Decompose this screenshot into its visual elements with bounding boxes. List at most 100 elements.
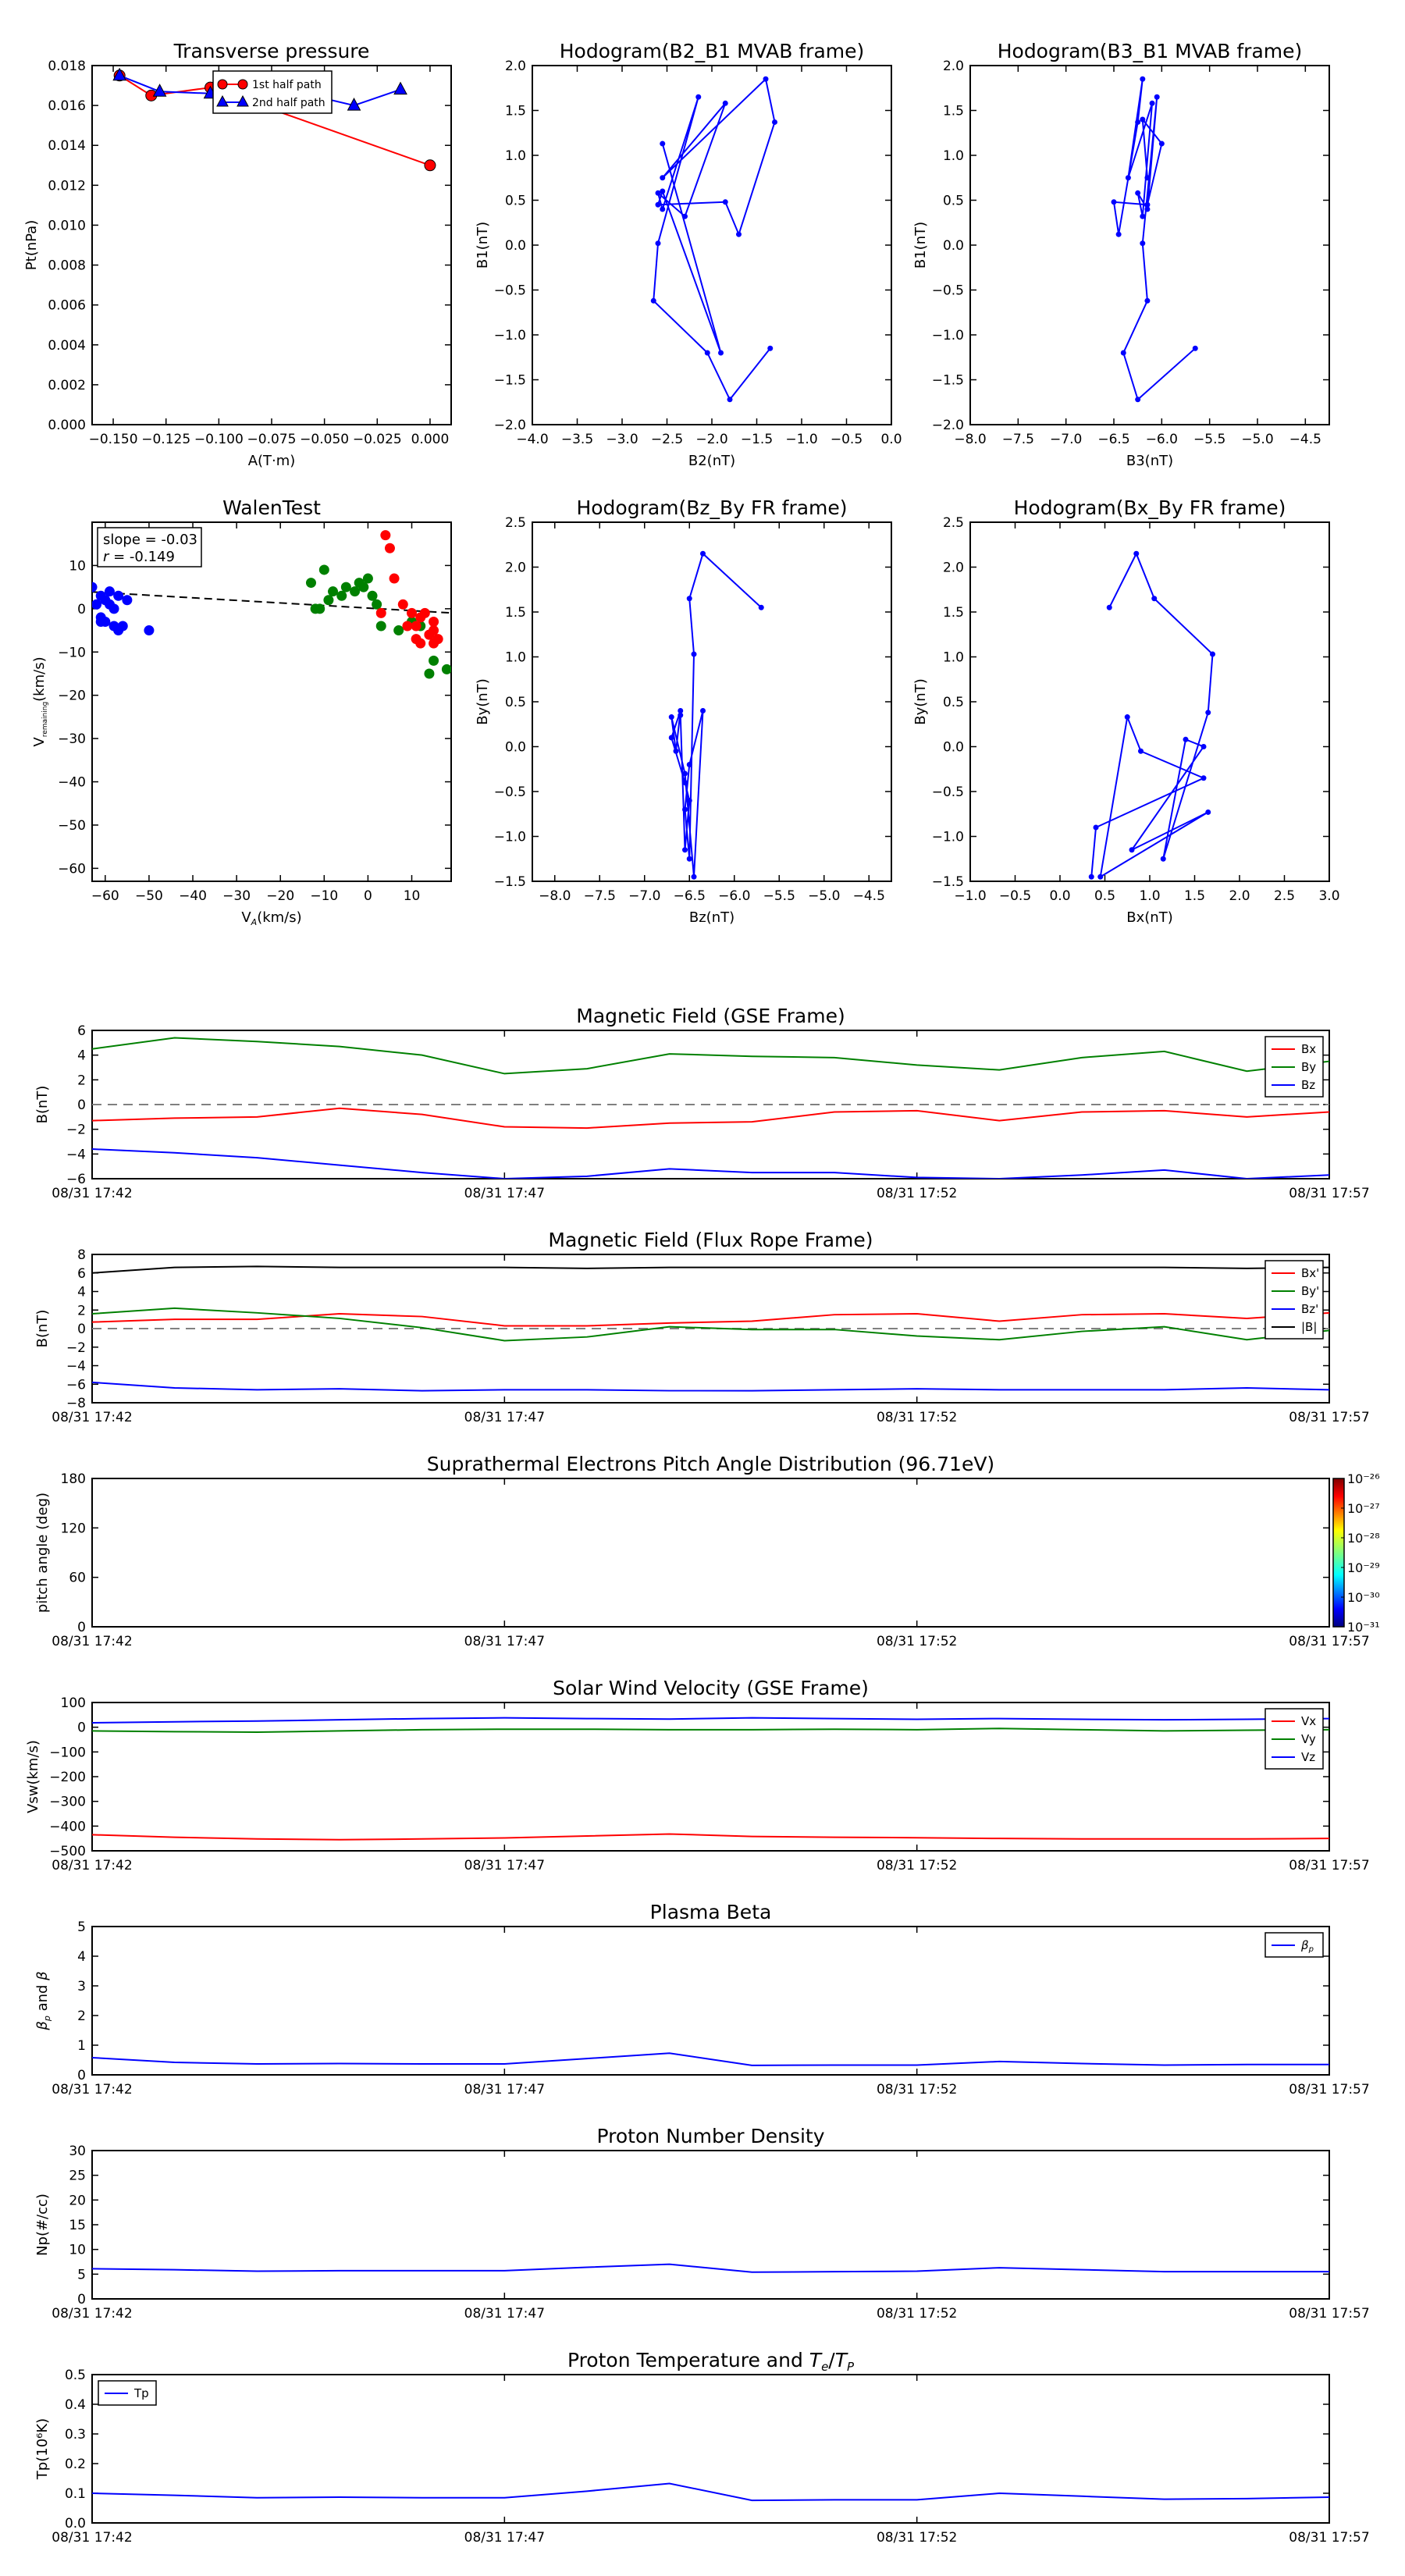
data-point [682,770,688,777]
x-tick-label: 10 [404,888,421,904]
x-tick-label: 08/31 17:52 [877,2530,957,2546]
x-tick-label: 08/31 17:57 [1289,2530,1369,2546]
y-tick-label: 0.5 [943,194,964,209]
data-point [660,175,666,181]
chart-title: Magnetic Field (GSE Frame) [576,1005,845,1027]
y-tick-label: 20 [69,2193,86,2208]
plot-area [668,550,764,880]
y-tick-label: −100 [49,1745,86,1760]
x-tick-label: −8.0 [954,432,986,447]
x-tick-label: 08/31 17:52 [877,1410,957,1425]
legend-label: |B| [1301,1320,1317,1334]
x-tick-label: −5.5 [1193,432,1225,447]
y-tick-label: −6 [66,1377,86,1393]
fit-line [92,591,451,614]
data-point [686,798,692,803]
y-tick-label: −400 [49,1819,86,1834]
y-tick-label: −4 [66,1359,86,1375]
data-point [424,668,435,679]
y-tick-label: 2 [77,1303,86,1318]
data-point [700,550,706,557]
legend-label: Bz [1301,1078,1315,1092]
y-tick-label: −2 [66,1123,86,1138]
data-point [144,625,155,636]
data-point [347,98,361,111]
chart-bfr: Magnetic Field (Flux Rope Frame) 08/31 17… [34,1229,1370,1425]
x-tick-label: −0.125 [141,432,190,447]
data-point [1160,856,1166,862]
x-tick-label: −4.5 [853,888,885,904]
data-point [1111,199,1117,205]
data-point [673,748,679,754]
y-axis-label: Tp(10⁶K) [34,2418,51,2480]
data-point [1135,119,1141,125]
x-tick-label: 08/31 17:52 [877,1186,957,1201]
y-tick-label: 15 [69,2218,86,2233]
y-tick-label: 0.012 [48,178,86,194]
x-tick-label: −6.5 [674,888,706,904]
x-tick-label: 08/31 17:52 [877,1858,957,1873]
data-point [323,595,334,606]
x-tick-label: 08/31 17:57 [1289,1858,1369,1873]
data-point [1158,141,1165,147]
y-tick-label: −50 [58,818,86,834]
y-tick-label: −4 [66,1147,86,1162]
data-point [1115,231,1122,237]
data-point [695,94,702,100]
y-tick-label: 1.5 [505,605,526,621]
chart-h2: Hodogram(B3_B1 MVAB frame) −8.0 −7.5 −7.0 −6… [912,40,1330,469]
x-tick-label: −2.5 [651,432,683,447]
annotation-r: r = -0.149 [103,549,175,565]
x-tick-label: −4.5 [1289,432,1321,447]
series-line [92,1307,1329,1342]
data-point [411,621,422,632]
y-tick-label: 10 [69,558,86,574]
chart-np: Proton Number Density 08/31 17:42 08/31 17… [34,2125,1370,2322]
data-point [1124,714,1130,720]
y-tick-label: −10 [58,645,86,660]
data-point [704,350,710,356]
data-point [340,582,351,592]
x-tick-label: 08/31 17:47 [464,2082,545,2097]
x-tick-label: −5.0 [808,888,840,904]
chart-pad: Suprathermal Electrons Pitch Angle Distr… [34,1453,1380,1649]
data-point [375,621,386,632]
legend-box [212,70,333,114]
x-tick-label: −10 [310,888,338,904]
data-point [92,599,102,610]
chart-title: Proton Number Density [597,2125,825,2147]
plot-area [92,2263,1329,2273]
y-tick-label: 0.016 [48,98,86,114]
y-tick-label: 0.002 [48,378,86,393]
data-point [424,159,436,172]
y-axis-label: Np(#/cc) [34,2194,51,2256]
data-point [104,599,115,610]
y-tick-label: 3 [77,1979,86,1994]
data-point [682,780,688,785]
series-line [653,77,776,401]
y-tick-label: 0.5 [943,695,964,710]
y-tick-label: −20 [58,688,86,704]
legend-label: Tp [133,2386,149,2400]
data-point [767,345,774,351]
y-tick-label: 1.5 [505,104,526,119]
data-point [402,621,413,632]
data-point [686,762,692,767]
plot-area [92,2482,1329,2502]
y-tick-label: 0.008 [48,258,86,274]
data-point [367,590,378,601]
plot-frame [91,1478,1330,1628]
x-axis-label: Bz(nT) [689,909,735,926]
y-tick-label: 120 [61,1521,86,1536]
series-line [92,1037,1329,1075]
series-line [92,1148,1329,1179]
y-tick-label: −40 [58,775,86,791]
x-tick-label: −0.075 [247,432,297,447]
x-tick-label: −1.0 [954,888,986,904]
data-point [393,625,404,636]
data-point [758,604,764,610]
y-axis-label: βp and β [34,1971,52,2030]
y-tick-label: 0.0 [505,238,526,254]
plot-area [650,76,777,403]
